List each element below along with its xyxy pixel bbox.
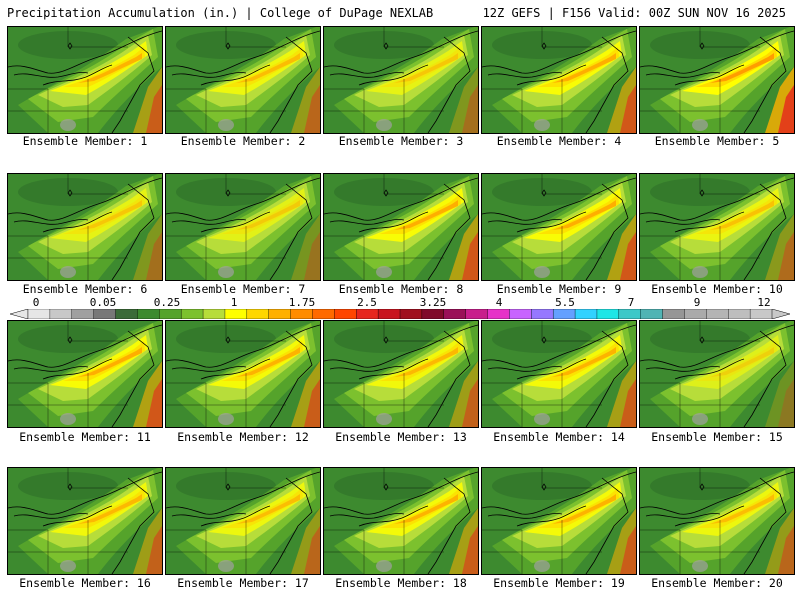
ensemble-member-map	[7, 467, 163, 575]
ensemble-member-map	[165, 173, 321, 281]
ensemble-member-label: Ensemble Member: 17	[177, 576, 309, 590]
colorbar-swatch	[531, 309, 554, 319]
ensemble-member-label: Ensemble Member: 3	[338, 134, 464, 148]
ensemble-member-label: Ensemble Member: 5	[654, 134, 780, 148]
ensemble-member-map	[7, 320, 163, 428]
ensemble-member-map	[7, 26, 163, 134]
colorbar-swatch	[290, 309, 313, 319]
ensemble-member-label: Ensemble Member: 18	[335, 576, 467, 590]
ensemble-member-map	[639, 173, 795, 281]
ensemble-member-label: Ensemble Member: 9	[496, 282, 622, 296]
ensemble-member-map	[639, 467, 795, 575]
ensemble-member-map	[639, 26, 795, 134]
colorbar-swatch	[443, 309, 467, 319]
colorbar-tick-label: 12	[757, 296, 771, 309]
ensemble-member-map	[165, 26, 321, 134]
ensemble-member-label: Ensemble Member: 8	[338, 282, 464, 296]
ensemble-member-label: Ensemble Member: 4	[496, 134, 622, 148]
ensemble-member-map	[323, 26, 479, 134]
ensemble-member-label: Ensemble Member: 10	[651, 282, 783, 296]
colorbar-swatch	[115, 309, 138, 319]
ensemble-member-label: Ensemble Member: 1	[22, 134, 148, 148]
colorbar-tick-label: 9	[693, 296, 701, 309]
ensemble-member-label: Ensemble Member: 14	[493, 430, 625, 444]
ensemble-member-label: Ensemble Member: 13	[335, 430, 467, 444]
colorbar-swatch	[596, 309, 620, 319]
colorbar-swatch	[202, 309, 226, 319]
colorbar-swatch	[749, 309, 773, 319]
ensemble-member-map	[7, 173, 163, 281]
colorbar-swatch	[640, 309, 664, 319]
colorbar-swatch	[27, 309, 51, 319]
ensemble-member-label: Ensemble Member: 7	[180, 282, 306, 296]
colorbar-swatch	[159, 309, 182, 319]
ensemble-member-map	[481, 26, 637, 134]
colorbar-swatch	[662, 309, 685, 319]
colorbar-swatch	[706, 309, 729, 319]
ensemble-member-label: Ensemble Member: 19	[493, 576, 625, 590]
chart-title: Precipitation Accumulation (in.) | Colle…	[7, 6, 434, 20]
ensemble-member-label: Ensemble Member: 20	[651, 576, 783, 590]
colorbar-swatch	[552, 309, 576, 319]
ensemble-member-label: Ensemble Member: 2	[180, 134, 306, 148]
colorbar-tick-label: 2.5	[357, 296, 377, 309]
ensemble-member-label: Ensemble Member: 12	[177, 430, 309, 444]
colorbar	[10, 309, 790, 319]
colorbar-swatch	[465, 309, 489, 319]
colorbar-swatch	[268, 309, 292, 319]
colorbar-tick-label: 7	[627, 296, 635, 309]
colorbar-swatch	[312, 309, 335, 319]
colorbar-swatch	[509, 309, 532, 319]
colorbar-tick-label: 3.25	[419, 296, 447, 309]
ensemble-member-label: Ensemble Member: 11	[19, 430, 151, 444]
colorbar-swatch	[224, 309, 248, 319]
colorbar-swatch	[574, 309, 598, 319]
colorbar-tick-label: 1	[230, 296, 238, 309]
colorbar-tick-label: 0.05	[89, 296, 117, 309]
ensemble-member-map	[165, 320, 321, 428]
colorbar-swatch	[728, 309, 751, 319]
ensemble-member-map	[481, 320, 637, 428]
ensemble-member-map	[481, 173, 637, 281]
colorbar-swatch	[93, 309, 117, 319]
ensemble-member-map	[165, 467, 321, 575]
colorbar-swatch	[334, 309, 357, 319]
colorbar-swatch	[421, 309, 445, 319]
ensemble-member-map	[323, 320, 479, 428]
colorbar-swatch	[487, 309, 510, 319]
colorbar-swatch	[49, 309, 73, 319]
colorbar-swatch	[246, 309, 270, 319]
ensemble-member-map	[323, 467, 479, 575]
colorbar-swatch	[356, 309, 379, 319]
colorbar-swatch	[399, 309, 423, 319]
colorbar-tick-label: 5.5	[555, 296, 575, 309]
colorbar-swatch	[684, 309, 707, 319]
colorbar-tick-label: 0.25	[153, 296, 181, 309]
colorbar-swatch	[618, 309, 642, 319]
colorbar-swatch	[137, 309, 160, 319]
model-run-info: 12Z GEFS | F156 Valid: 00Z SUN NOV 16 20…	[482, 6, 786, 20]
ensemble-member-label: Ensemble Member: 15	[651, 430, 783, 444]
colorbar-swatch	[180, 309, 204, 319]
colorbar-swatch	[377, 309, 401, 319]
ensemble-member-map	[639, 320, 795, 428]
colorbar-tick-label: 1.75	[288, 296, 316, 309]
ensemble-member-map	[323, 173, 479, 281]
colorbar-low-arrow	[10, 309, 29, 319]
colorbar-tick-label: 0	[32, 296, 40, 309]
ensemble-member-label: Ensemble Member: 6	[22, 282, 148, 296]
colorbar-tick-label: 4	[495, 296, 503, 309]
colorbar-high-arrow	[771, 309, 790, 319]
ensemble-member-map	[481, 467, 637, 575]
ensemble-member-label: Ensemble Member: 16	[19, 576, 151, 590]
colorbar-swatch	[71, 309, 95, 319]
